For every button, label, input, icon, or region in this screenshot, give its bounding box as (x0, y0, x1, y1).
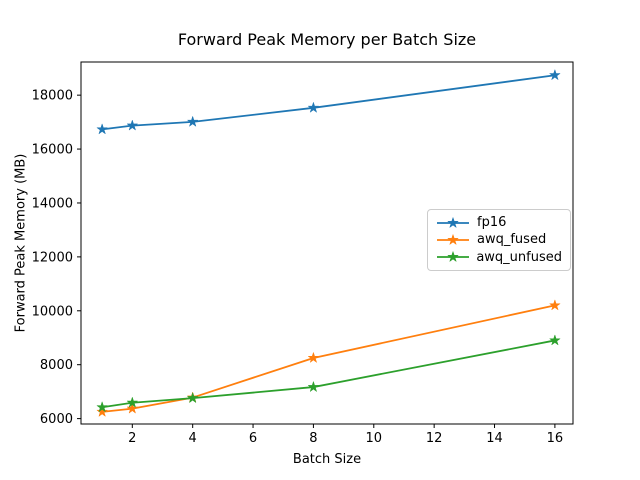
x-tick-label: 2 (128, 431, 136, 446)
legend-entry-awq-unfused: awq_unfused (436, 249, 562, 266)
x-axis-label: Batch Size (292, 452, 362, 467)
y-tick-label: 14000 (32, 196, 73, 211)
x-tick-label: 12 (426, 431, 443, 446)
x-tick-label: 6 (249, 431, 257, 446)
series-marker-fp16 (307, 101, 320, 113)
series-marker-awq_fused (548, 299, 561, 311)
series-marker-awq_unfused (548, 334, 561, 346)
x-tick-label: 16 (547, 431, 564, 446)
series-marker-awq_fused (307, 351, 320, 364)
y-tick-label: 6000 (40, 412, 73, 427)
chart-title: Forward Peak Memory per Batch Size (177, 30, 477, 49)
y-tick-label: 18000 (32, 89, 73, 104)
x-tick-label: 10 (366, 431, 383, 446)
y-tick-label: 12000 (32, 250, 73, 265)
series-marker-awq_unfused (126, 396, 139, 408)
legend: fp16 awq_fused awq_unfused (427, 209, 571, 271)
legend-line-sample-fp16 (437, 216, 469, 228)
legend-entry-awq-fused: awq_fused (436, 231, 562, 248)
series-marker-fp16 (186, 115, 199, 127)
x-tick-label: 4 (189, 431, 197, 446)
legend-line-sample-awq-fused (437, 233, 469, 246)
series-marker-fp16 (548, 68, 561, 81)
y-tick-label: 10000 (32, 304, 73, 319)
series-marker-awq_unfused (307, 380, 320, 393)
legend-label-awq-fused: awq_fused (477, 232, 547, 248)
series-line-awq_unfused (101, 339, 556, 409)
y-tick-label: 16000 (32, 143, 73, 158)
series-marker-awq_unfused (186, 391, 199, 404)
legend-sample-marker (447, 251, 459, 263)
legend-label-fp16: fp16 (477, 215, 507, 231)
axes-frame (80, 61, 574, 425)
y-tick-label: 8000 (40, 358, 73, 373)
series-line-fp16 (101, 74, 556, 131)
y-axis-label: Forward Peak Memory (MB) (13, 153, 29, 333)
x-tick-label: 8 (309, 431, 317, 446)
legend-sample-marker (447, 216, 459, 228)
legend-label-awq-unfused: awq_unfused (476, 249, 562, 265)
series-marker-fp16 (96, 123, 109, 135)
series-marker-fp16 (126, 119, 139, 131)
series-marker-awq_unfused (96, 400, 109, 413)
series-marker-awq_fused (126, 402, 139, 414)
series-marker-awq_fused (96, 405, 109, 417)
legend-entry-fp16: fp16 (436, 214, 562, 231)
series-line-awq_fused (101, 304, 556, 413)
legend-sample-marker (447, 233, 459, 246)
legend-line-sample-awq-unfused (437, 251, 469, 263)
x-tick-label: 14 (486, 431, 503, 446)
